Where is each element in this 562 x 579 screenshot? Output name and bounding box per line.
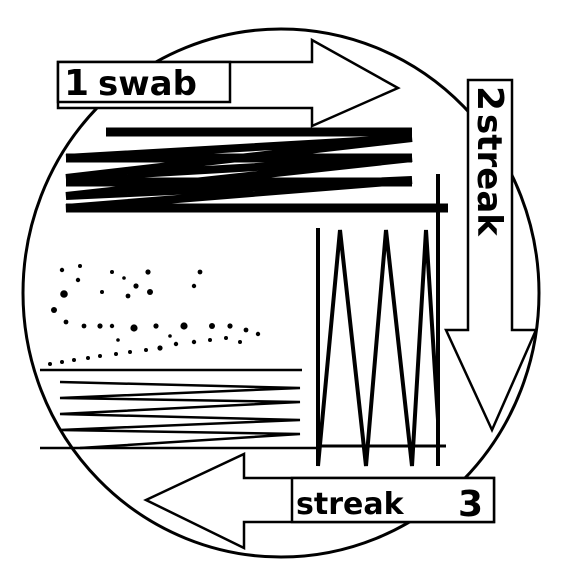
label-box-step1 [56,60,232,104]
step1-label: swab [98,64,197,104]
streak3-zigzag [40,368,318,450]
step3-number: 3 [458,484,483,525]
streak2-zigzag [316,174,446,467]
swab-streaks [65,127,448,213]
isolated-colonies [48,264,261,366]
step2-number: 2 [469,86,510,111]
petri-dish-outline [21,27,541,559]
label-box-step3 [290,476,496,524]
step3-label: streak [296,487,405,522]
step1-number: 1 [64,63,89,104]
arrow-step2 [444,78,538,434]
step2-label: streak [469,114,509,237]
